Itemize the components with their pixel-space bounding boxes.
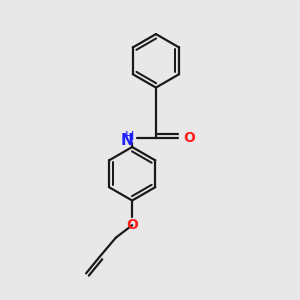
Text: O: O xyxy=(126,218,138,233)
Text: N: N xyxy=(121,133,134,148)
Text: O: O xyxy=(184,131,196,145)
Text: H: H xyxy=(124,130,134,143)
